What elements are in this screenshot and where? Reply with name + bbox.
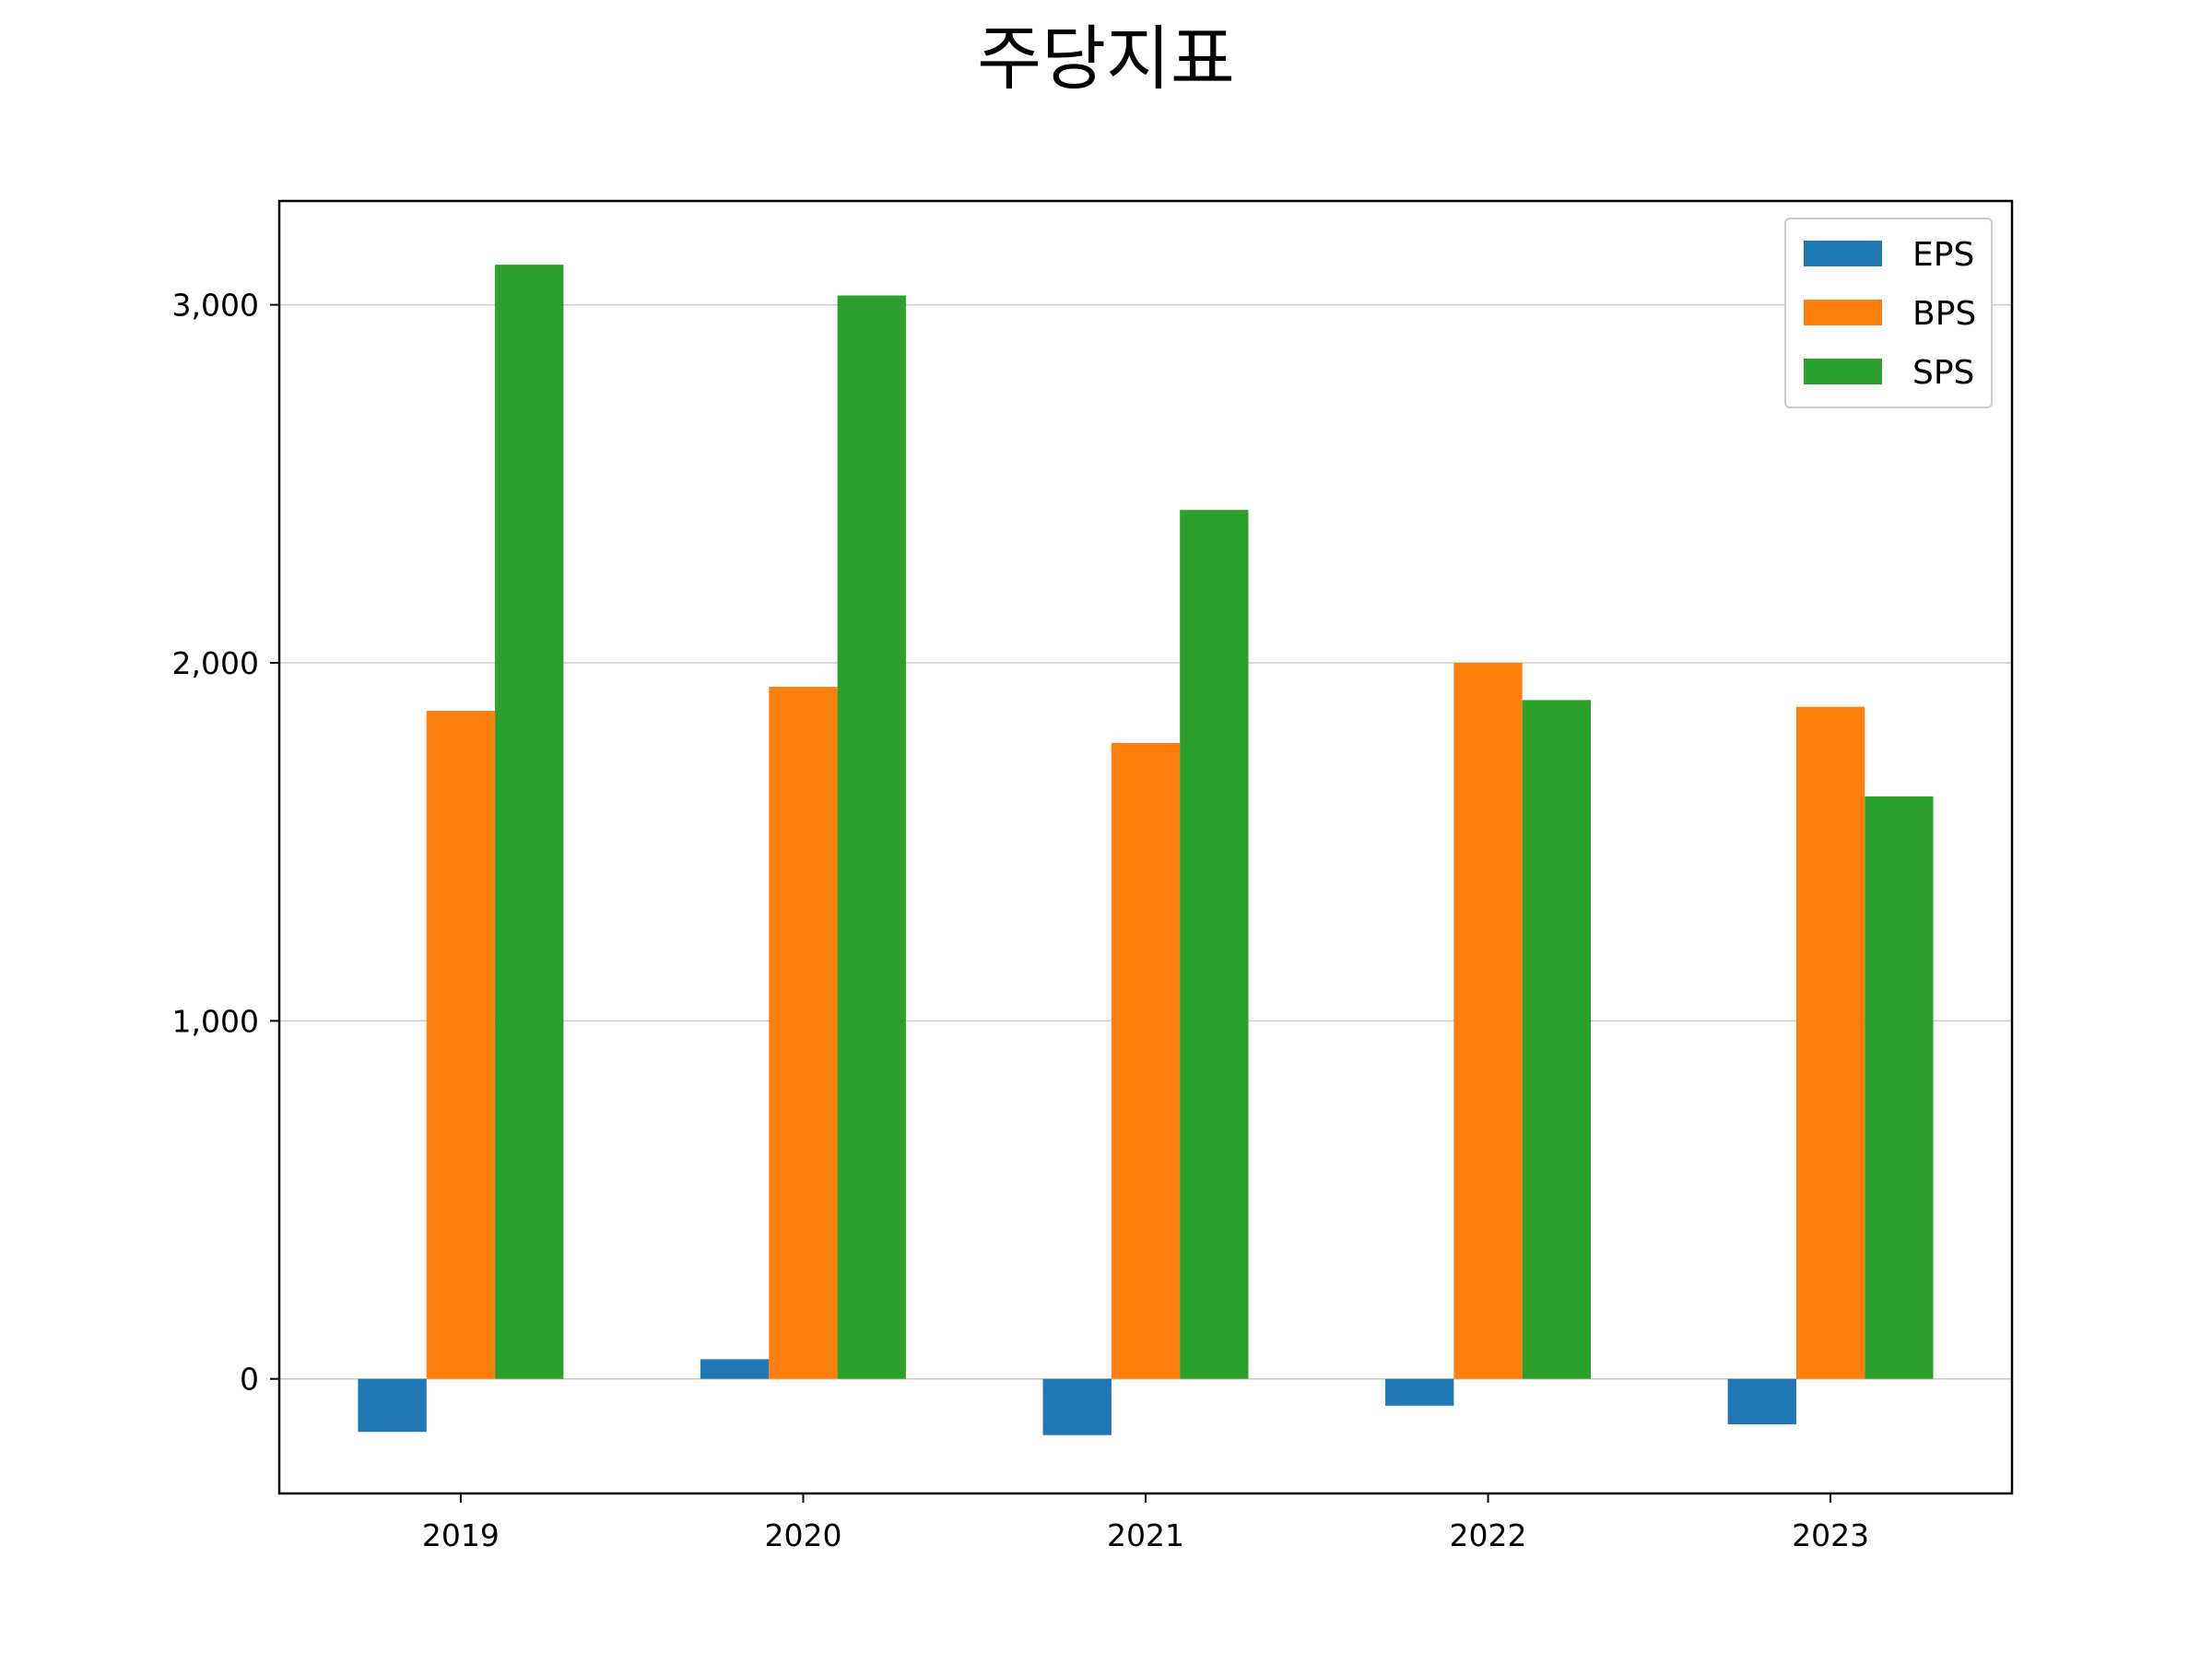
bar-bps-2022: [1453, 662, 1523, 1379]
legend-label-sps: SPS: [1912, 354, 1974, 392]
legend-label-bps: BPS: [1912, 295, 1976, 333]
y-axis: 0 1,000 2,000 3,000: [172, 288, 279, 1398]
bar-eps-2021: [1042, 1378, 1112, 1435]
x-tick-label: 2023: [1792, 1517, 1869, 1553]
gridlines: [279, 303, 2012, 1380]
bar-sps-2020: [837, 295, 906, 1379]
bar-eps-2020: [700, 1359, 770, 1379]
bar-bps-2023: [1795, 706, 1865, 1379]
chart-title: 주당지표: [977, 18, 1235, 100]
bar-eps-2019: [358, 1378, 427, 1433]
y-tick-label: 0: [240, 1362, 259, 1398]
bar-eps-2022: [1385, 1378, 1454, 1406]
bar-sps-2019: [495, 265, 564, 1379]
legend-swatch-sps: [1804, 359, 1882, 384]
bar-sps-2021: [1180, 510, 1249, 1379]
legend: EPS BPS SPS: [1784, 218, 1993, 408]
legend-swatch-bps: [1804, 300, 1882, 325]
bar-bps-2019: [426, 711, 496, 1379]
bar-bps-2021: [1111, 742, 1181, 1379]
bar-eps-2023: [1727, 1378, 1796, 1425]
bar-sps-2022: [1522, 700, 1592, 1379]
legend-swatch-eps: [1804, 241, 1882, 266]
y-tick-label: 2,000: [172, 645, 259, 681]
x-tick-label: 2022: [1450, 1517, 1527, 1553]
legend-label-eps: EPS: [1912, 236, 1974, 274]
y-tick-label: 3,000: [172, 288, 259, 324]
x-tick-label: 2020: [764, 1517, 841, 1553]
bars: [358, 265, 1934, 1435]
bar-sps-2023: [1865, 796, 1934, 1379]
bar-bps-2020: [769, 687, 838, 1379]
x-tick-label: 2021: [1107, 1517, 1184, 1553]
x-axis: 2019 2020 2021 2022 2023: [422, 1493, 1869, 1553]
y-tick-label: 1,000: [172, 1003, 259, 1039]
x-tick-label: 2019: [422, 1517, 500, 1553]
